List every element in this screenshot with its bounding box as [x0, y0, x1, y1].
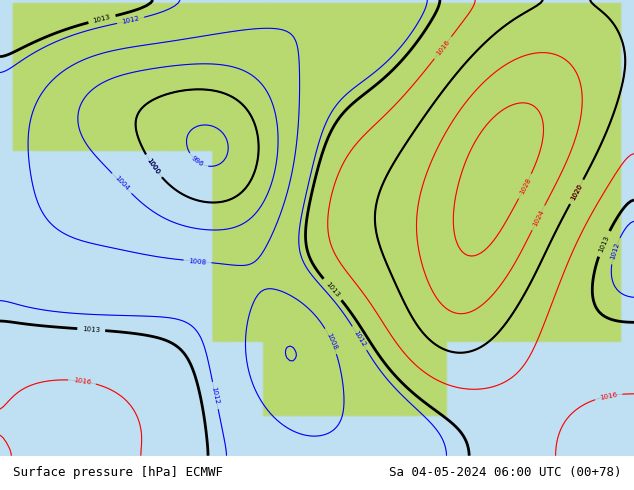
Text: Sa 04-05-2024 06:00 UTC (00+78): Sa 04-05-2024 06:00 UTC (00+78)	[389, 466, 621, 479]
Text: 1008: 1008	[188, 258, 207, 265]
Text: 1016: 1016	[435, 39, 451, 57]
Text: 1008: 1008	[325, 332, 338, 350]
Text: 1016: 1016	[73, 377, 91, 386]
Text: 1020: 1020	[570, 183, 583, 201]
Text: 1000: 1000	[146, 157, 161, 175]
Text: Surface pressure [hPa] ECMWF: Surface pressure [hPa] ECMWF	[13, 466, 223, 479]
Text: 1012: 1012	[121, 16, 140, 25]
Text: 1024: 1024	[532, 209, 545, 227]
Text: 1013: 1013	[325, 281, 340, 298]
Text: 1013: 1013	[597, 234, 610, 253]
Text: 1013: 1013	[82, 326, 100, 333]
Text: 1013: 1013	[93, 14, 112, 24]
Text: 1020: 1020	[570, 183, 583, 201]
Text: 1028: 1028	[519, 177, 532, 196]
Text: 1004: 1004	[113, 175, 130, 192]
Text: 1012: 1012	[609, 242, 621, 260]
Text: 1012: 1012	[210, 386, 220, 405]
Text: 1000: 1000	[146, 157, 161, 175]
Text: 1016: 1016	[599, 392, 618, 401]
Text: 996: 996	[190, 155, 205, 168]
Text: 1012: 1012	[353, 329, 366, 347]
